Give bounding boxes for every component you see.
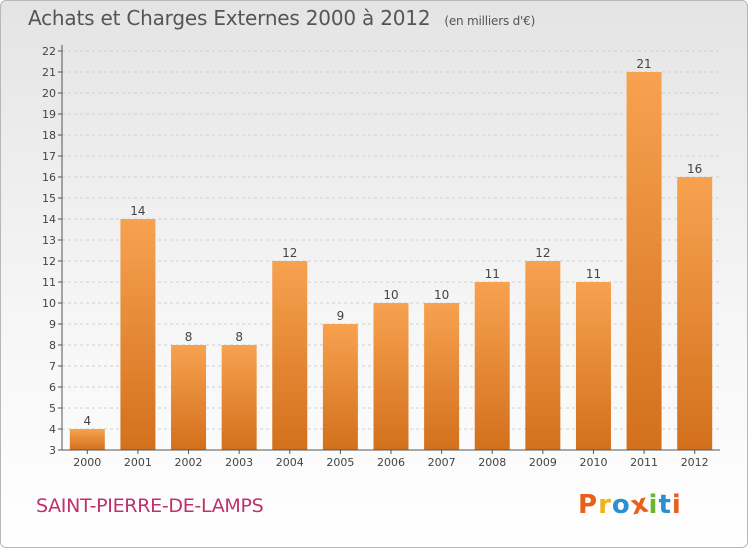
y-tick-label: 9 (49, 318, 56, 331)
y-tick-label: 14 (42, 213, 56, 226)
chart-unit: (en milliers d'€) (444, 14, 536, 28)
data-label: 16 (687, 162, 702, 176)
bar (575, 282, 611, 450)
x-tick-label: 2010 (579, 456, 607, 469)
y-tick-label: 10 (42, 297, 56, 310)
data-label: 11 (485, 267, 500, 281)
bar (272, 261, 308, 450)
data-label: 8 (235, 330, 243, 344)
y-tick-label: 5 (49, 402, 56, 415)
logo-letter: o (611, 490, 631, 520)
y-tick-label: 16 (42, 171, 56, 184)
x-tick-label: 2009 (529, 456, 557, 469)
x-tick-label: 2002 (175, 456, 203, 469)
y-tick-label: 19 (42, 108, 56, 121)
y-tick-label: 8 (49, 339, 56, 352)
x-tick-label: 2005 (326, 456, 354, 469)
y-tick-label: 3 (49, 444, 56, 457)
bar (171, 345, 207, 450)
data-label: 8 (185, 330, 193, 344)
data-label: 21 (636, 57, 651, 71)
bar (120, 219, 156, 450)
bar (322, 324, 358, 450)
data-label: 12 (282, 246, 297, 260)
data-label: 10 (383, 288, 398, 302)
data-label: 14 (130, 204, 145, 218)
logo-letter: r (598, 490, 612, 520)
y-tick-label: 21 (42, 66, 56, 79)
x-tick-label: 2001 (124, 456, 152, 469)
logo-letter: P (578, 490, 599, 520)
y-tick-label: 22 (42, 45, 56, 58)
bar (373, 303, 409, 450)
y-tick-label: 6 (49, 381, 56, 394)
data-label: 11 (586, 267, 601, 281)
data-label: 10 (434, 288, 449, 302)
x-tick-label: 2006 (377, 456, 405, 469)
x-tick-label: 2012 (681, 456, 709, 469)
y-tick-label: 11 (42, 276, 56, 289)
x-tick-label: 2003 (225, 456, 253, 469)
y-tick-label: 15 (42, 192, 56, 205)
bar (626, 72, 662, 450)
chart-title: Achats et Charges Externes 2000 à 2012 (e… (28, 6, 535, 30)
data-label: 9 (337, 309, 345, 323)
bar (525, 261, 561, 450)
data-label: 4 (83, 414, 91, 428)
y-tick-label: 20 (42, 87, 56, 100)
bar (424, 303, 460, 450)
x-tick-label: 2011 (630, 456, 658, 469)
logo-letter: i (671, 490, 682, 520)
x-tick-label: 2008 (478, 456, 506, 469)
commune-name: SAINT-PIERRE-DE-LAMPS (36, 495, 264, 517)
bar (474, 282, 510, 450)
y-tick-label: 4 (49, 423, 56, 436)
chart-title-text: Achats et Charges Externes 2000 à 2012 (28, 6, 431, 30)
proxiti-logo: Proxiti (578, 488, 682, 521)
y-tick-label: 12 (42, 255, 56, 268)
bar (677, 177, 713, 450)
y-tick-label: 7 (49, 360, 56, 373)
x-tick-label: 2007 (428, 456, 456, 469)
data-label: 12 (535, 246, 550, 260)
logo-letter: i (648, 490, 659, 520)
x-tick-label: 2000 (73, 456, 101, 469)
y-tick-label: 13 (42, 234, 56, 247)
y-tick-label: 18 (42, 129, 56, 142)
logo-letter: t (658, 490, 672, 520)
y-tick-label: 17 (42, 150, 56, 163)
x-tick-label: 2004 (276, 456, 304, 469)
bar (69, 429, 105, 450)
bar (221, 345, 257, 450)
